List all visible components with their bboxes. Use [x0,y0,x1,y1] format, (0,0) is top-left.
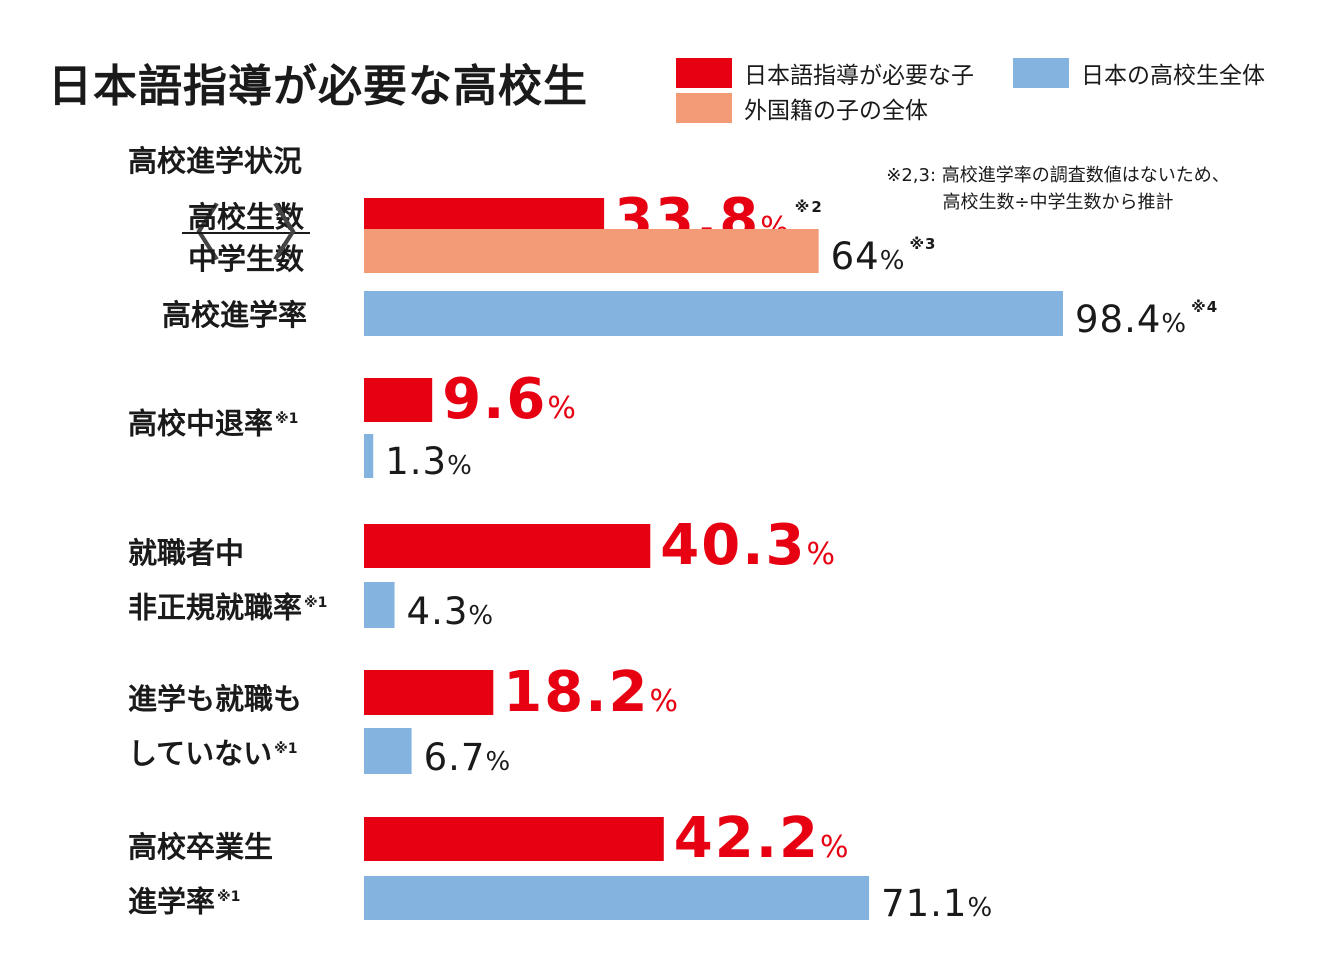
legend-label-foreign-children: 外国籍の子の全体 [744,98,928,124]
category-graduate-entrance-line2-wrap: 進学率 ※1 [128,872,273,927]
footnote-mark: ※1 [304,595,328,611]
category-entrance-status: 高校進学状況 [128,144,303,178]
bar-9 [364,817,664,861]
fraction-bar [182,232,310,234]
fraction-right-paren: 〉 [269,197,332,270]
category-entrance-rate: 高校進学率 [162,298,308,332]
category-graduate-entrance-line1: 高校卒業生 [128,830,274,864]
value-label-9: 42.2% [674,806,851,871]
value-label-2: 98.4%※4 [1075,298,1218,341]
category-irregular-employment-line2: 非正規就職率 [128,590,303,625]
fraction-numerator: 高校生数 [187,200,304,234]
value-label-1: 64%※3 [831,235,937,278]
fraction-label: 〈 高校生数 中学生数 〉 [160,192,332,282]
fraction-denominator: 中学生数 [187,242,304,276]
estimation-note: ※2,3: 高校進学率の調査数値はないため、 高校生数÷中学生数から推計 [838,162,1278,216]
value-label-3: 9.6% [442,367,578,432]
legend-swatch-blue [1013,58,1069,88]
category-neither-line1: 進学も就職も [128,682,303,716]
value-label-4: 1.3% [385,440,473,483]
legend-item-all-students: 日本の高校生全体 [1013,56,1265,90]
category-dropout-rate-text: 高校中退率 [128,406,274,441]
value-label-6: 4.3% [407,590,495,633]
value-label-10: 71.1% [881,882,993,925]
legend-item-foreign-children: 外国籍の子の全体 [676,91,928,125]
footnote-mark: ※1 [217,889,241,905]
category-graduate-entrance-line2: 進学率 [128,884,216,919]
category-irregular-employment-line1: 就職者中 [128,536,245,570]
value-label-5: 40.3% [660,513,837,578]
legend-swatch-red [676,58,732,88]
estimation-note-line1: ※2,3: 高校進学率の調査数値はないため、 [886,165,1230,186]
category-neither-line2: していない [128,736,273,771]
bar-1 [364,229,819,273]
category-dropout-rate: 高校中退率 ※1 [128,394,298,449]
category-neither: 進学も就職も していない ※1 [128,674,302,779]
category-irregular-employment-line2-wrap: 非正規就職率 ※1 [128,578,327,633]
legend-label-all-students: 日本の高校生全体 [1081,63,1265,89]
legend-item-jsl-students: 日本語指導が必要な子 [676,56,974,90]
bar-6 [364,582,395,628]
bar-10 [364,876,870,920]
bar-3 [364,378,433,422]
chart-title: 日本語指導が必要な高校生 [48,61,588,112]
footnote-mark: ※1 [274,741,298,757]
bar-7 [364,670,494,715]
bar-5 [364,524,651,568]
category-graduate-entrance: 高校卒業生 進学率 ※1 [128,822,273,927]
bar-2 [364,291,1063,336]
legend-swatch-salmon [676,93,732,123]
legend-label-jsl-students: 日本語指導が必要な子 [744,63,974,89]
bar-4 [364,434,374,478]
category-neither-line2-wrap: していない ※1 [128,724,302,779]
footnote-mark: ※1 [275,411,299,427]
estimation-note-line2: 高校生数÷中学生数から推計 [942,192,1174,213]
value-label-7: 18.2% [503,660,680,725]
bar-8 [364,728,412,774]
category-irregular-employment: 就職者中 非正規就職率 ※1 [128,528,327,633]
value-label-8: 6.7% [424,736,512,779]
